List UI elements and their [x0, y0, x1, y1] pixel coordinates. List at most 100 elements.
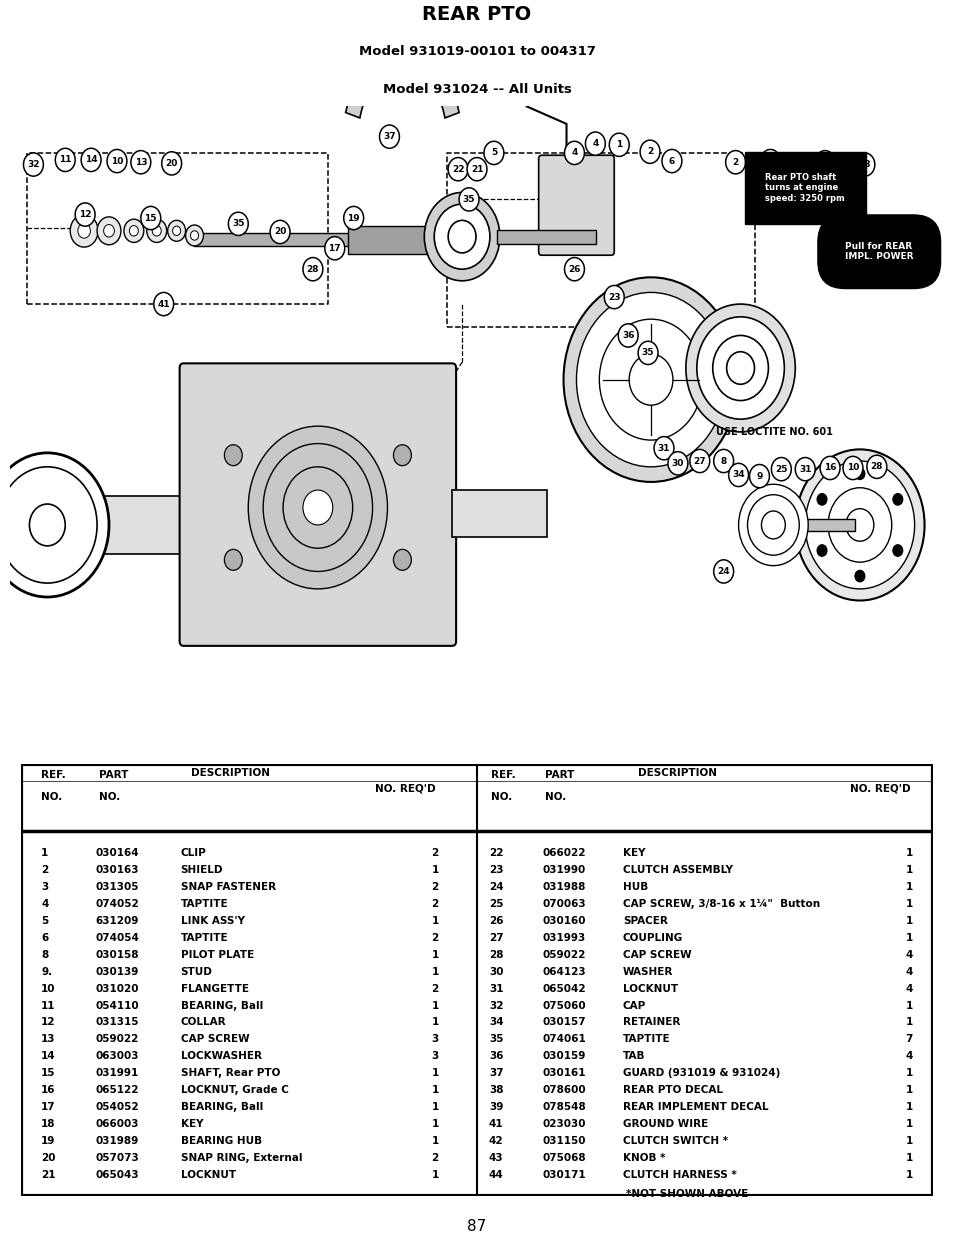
- Text: NO.: NO.: [98, 791, 120, 801]
- Text: 031990: 031990: [542, 865, 585, 875]
- Text: 20: 20: [165, 159, 177, 168]
- Text: 7: 7: [904, 1034, 912, 1044]
- Text: 030159: 030159: [542, 1052, 585, 1062]
- Circle shape: [141, 207, 160, 229]
- Text: CLUTCH HARNESS *: CLUTCH HARNESS *: [622, 1171, 736, 1181]
- Text: LOCKNUT: LOCKNUT: [622, 984, 678, 994]
- Text: 1: 1: [431, 950, 438, 960]
- Bar: [44, 496, 198, 553]
- Text: 35: 35: [488, 1034, 503, 1044]
- Text: 1: 1: [431, 967, 438, 977]
- Circle shape: [814, 150, 834, 174]
- Text: 11: 11: [59, 155, 71, 164]
- Text: 35: 35: [232, 219, 244, 228]
- Text: HUB: HUB: [622, 881, 647, 891]
- Circle shape: [866, 456, 886, 478]
- Text: 070063: 070063: [542, 899, 586, 909]
- Circle shape: [172, 227, 180, 235]
- Text: 031150: 031150: [542, 1136, 585, 1146]
- FancyBboxPatch shape: [538, 155, 614, 255]
- Circle shape: [458, 188, 478, 212]
- Text: FLANGETTE: FLANGETTE: [180, 984, 249, 994]
- Text: 054052: 054052: [95, 1102, 139, 1112]
- Text: 35: 35: [462, 195, 475, 204]
- Text: 1: 1: [431, 1171, 438, 1181]
- Circle shape: [609, 133, 629, 156]
- Circle shape: [30, 505, 65, 546]
- Text: 1: 1: [904, 1171, 912, 1181]
- Text: Model 931024 -- All Units: Model 931024 -- All Units: [382, 83, 571, 96]
- Text: 8: 8: [720, 457, 726, 466]
- Text: PART: PART: [98, 770, 128, 780]
- Text: 20: 20: [274, 228, 286, 237]
- Text: 3: 3: [41, 881, 49, 891]
- Text: 37: 37: [383, 133, 395, 141]
- Text: 25: 25: [488, 899, 503, 909]
- Circle shape: [845, 508, 873, 541]
- Text: 44: 44: [488, 1171, 503, 1181]
- Text: 87: 87: [467, 1219, 486, 1234]
- Text: 27: 27: [488, 933, 503, 943]
- Text: 4: 4: [904, 984, 912, 994]
- Text: 12: 12: [79, 210, 91, 219]
- Circle shape: [107, 149, 127, 173]
- Text: SHIELD: SHIELD: [180, 865, 223, 875]
- Circle shape: [434, 204, 490, 269]
- Text: 22: 22: [452, 165, 464, 174]
- Text: 1: 1: [431, 1119, 438, 1129]
- Circle shape: [168, 220, 186, 242]
- Text: 41: 41: [488, 1119, 503, 1129]
- Text: 064123: 064123: [542, 967, 586, 977]
- Text: 23: 23: [607, 293, 619, 302]
- Text: 37: 37: [488, 1068, 503, 1078]
- Text: 28: 28: [870, 462, 882, 471]
- Text: 065122: 065122: [95, 1085, 139, 1096]
- Text: 6: 6: [41, 933, 49, 943]
- Text: 9.: 9.: [41, 967, 52, 977]
- Circle shape: [303, 490, 333, 525]
- Circle shape: [795, 457, 814, 481]
- Circle shape: [81, 148, 101, 172]
- Text: 2: 2: [431, 984, 438, 994]
- Text: PART: PART: [545, 770, 574, 780]
- Circle shape: [816, 493, 826, 506]
- Circle shape: [712, 336, 767, 401]
- Circle shape: [55, 148, 75, 172]
- Text: 1: 1: [616, 140, 621, 149]
- Text: 1: 1: [431, 1000, 438, 1010]
- Text: 38: 38: [858, 160, 870, 169]
- Text: 1: 1: [904, 899, 912, 909]
- Text: 19: 19: [347, 214, 359, 223]
- Text: 1: 1: [904, 1102, 912, 1112]
- Text: 15: 15: [41, 1068, 55, 1078]
- Text: 2: 2: [41, 865, 49, 875]
- Text: 10: 10: [846, 463, 859, 472]
- Text: SPACER: SPACER: [622, 915, 667, 925]
- Text: 2: 2: [431, 881, 438, 891]
- Text: 030157: 030157: [542, 1018, 586, 1028]
- Text: CAP: CAP: [622, 1000, 645, 1010]
- Text: REAR PTO DECAL: REAR PTO DECAL: [622, 1085, 722, 1096]
- Text: 28: 28: [306, 264, 319, 274]
- Text: 031991: 031991: [95, 1068, 139, 1078]
- Text: 078548: 078548: [542, 1102, 586, 1112]
- Text: 22: 22: [488, 848, 503, 858]
- Text: 39: 39: [488, 1102, 502, 1112]
- Circle shape: [747, 495, 799, 555]
- Text: 4: 4: [41, 899, 49, 909]
- Text: 4: 4: [904, 950, 912, 960]
- Text: 023030: 023030: [542, 1119, 585, 1129]
- Circle shape: [483, 141, 503, 164]
- Text: Model 931019-00101 to 004317: Model 931019-00101 to 004317: [358, 45, 595, 58]
- Text: 6: 6: [668, 156, 675, 165]
- Text: 1: 1: [41, 848, 49, 858]
- Text: SNAP RING, External: SNAP RING, External: [180, 1153, 302, 1163]
- Text: NO.: NO.: [41, 791, 62, 801]
- Text: 2: 2: [431, 899, 438, 909]
- Circle shape: [726, 352, 754, 384]
- Circle shape: [153, 293, 173, 316]
- Text: 8: 8: [41, 950, 49, 960]
- Text: DESCRIPTION: DESCRIPTION: [638, 767, 717, 777]
- Text: 11: 11: [41, 1000, 55, 1010]
- Text: TAPTITE: TAPTITE: [180, 899, 228, 909]
